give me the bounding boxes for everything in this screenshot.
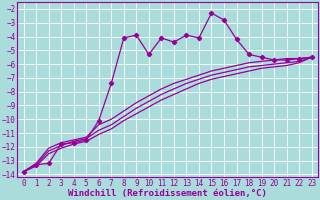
- X-axis label: Windchill (Refroidissement éolien,°C): Windchill (Refroidissement éolien,°C): [68, 189, 267, 198]
